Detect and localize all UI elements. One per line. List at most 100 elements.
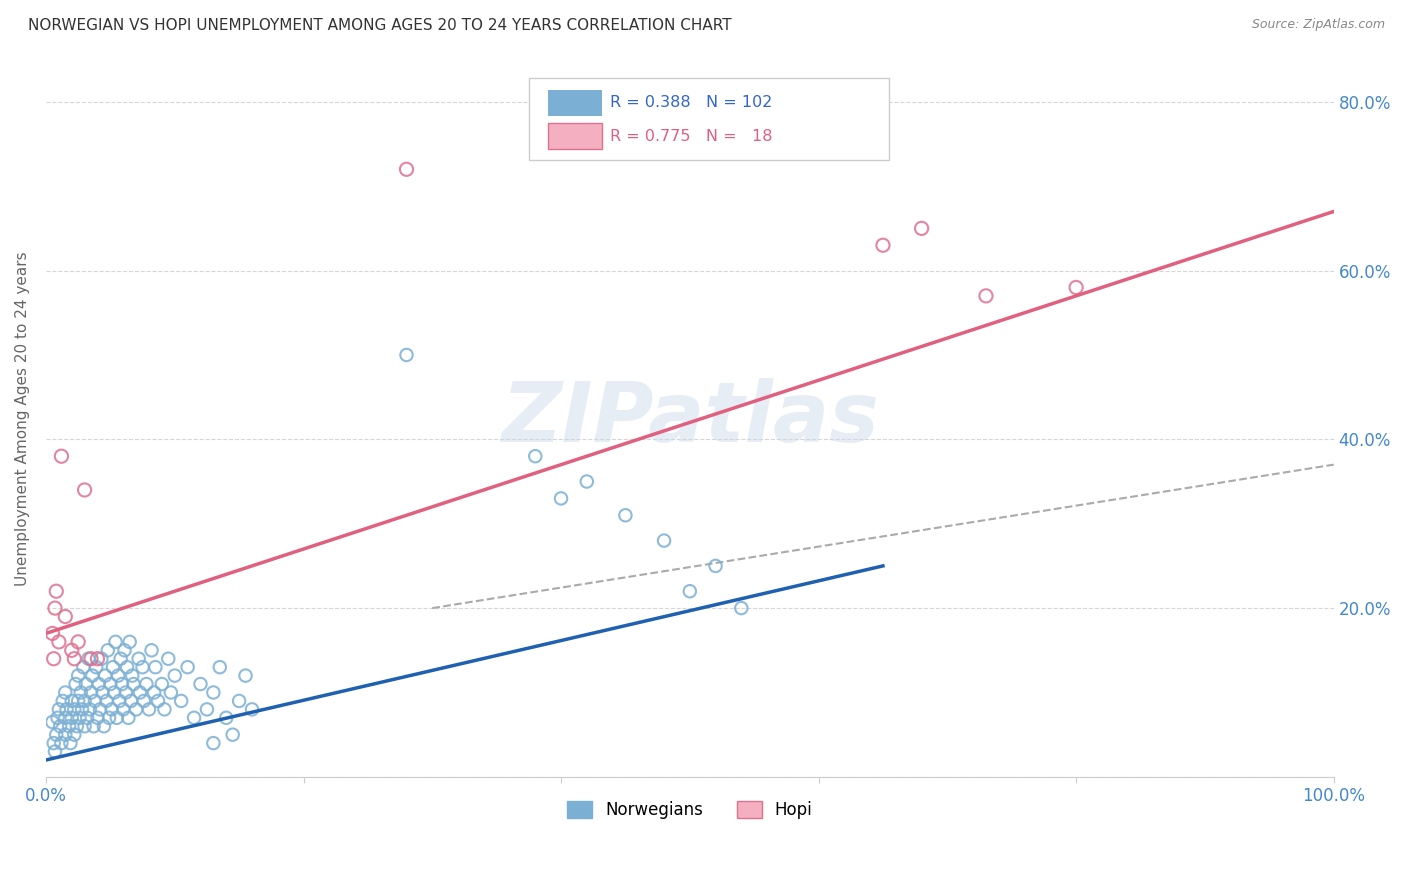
- Point: [83, 694, 105, 708]
- Point: [93, 719, 115, 733]
- Point: [679, 584, 702, 599]
- Point: [575, 475, 598, 489]
- Point: [51, 449, 73, 463]
- Point: [652, 533, 675, 548]
- Point: [82, 668, 104, 682]
- Point: [58, 719, 80, 733]
- Point: [114, 685, 136, 699]
- Point: [190, 677, 212, 691]
- Text: ZIPatlas: ZIPatlas: [501, 377, 879, 458]
- Text: R = 0.775   N =   18: R = 0.775 N = 18: [610, 128, 772, 144]
- Point: [73, 694, 96, 708]
- Point: [138, 702, 160, 716]
- Point: [163, 668, 186, 682]
- Point: [202, 736, 225, 750]
- Point: [59, 736, 82, 750]
- Point: [79, 702, 101, 716]
- Point: [974, 289, 997, 303]
- Point: [117, 711, 139, 725]
- Point: [41, 626, 63, 640]
- Point: [73, 719, 96, 733]
- Point: [872, 238, 894, 252]
- Point: [46, 711, 69, 725]
- FancyBboxPatch shape: [548, 123, 602, 149]
- Point: [70, 702, 93, 716]
- Point: [98, 711, 121, 725]
- Point: [614, 508, 637, 523]
- Point: [80, 685, 103, 699]
- Point: [80, 651, 103, 665]
- Point: [52, 694, 75, 708]
- Point: [53, 609, 76, 624]
- Point: [90, 651, 112, 665]
- Point: [60, 711, 83, 725]
- Point: [86, 651, 108, 665]
- Point: [129, 685, 152, 699]
- Point: [395, 348, 418, 362]
- Point: [208, 660, 231, 674]
- Point: [103, 685, 125, 699]
- Point: [53, 685, 76, 699]
- Point: [63, 651, 86, 665]
- Point: [94, 668, 117, 682]
- Point: [87, 677, 110, 691]
- Point: [228, 694, 250, 708]
- Text: R = 0.388   N = 102: R = 0.388 N = 102: [610, 95, 772, 110]
- Point: [76, 711, 98, 725]
- Point: [170, 694, 193, 708]
- Point: [48, 635, 70, 649]
- Point: [112, 702, 135, 716]
- Point: [51, 736, 73, 750]
- Point: [183, 711, 205, 725]
- Point: [44, 745, 66, 759]
- Point: [100, 702, 122, 716]
- Point: [143, 685, 166, 699]
- Point: [73, 483, 96, 497]
- Point: [176, 660, 198, 674]
- Point: [132, 694, 155, 708]
- Point: [65, 677, 87, 691]
- Point: [45, 728, 67, 742]
- Point: [63, 702, 86, 716]
- Point: [146, 694, 169, 708]
- Point: [49, 719, 72, 733]
- Point: [48, 702, 70, 716]
- Point: [98, 677, 121, 691]
- Point: [86, 711, 108, 725]
- Point: [67, 694, 90, 708]
- Point: [131, 660, 153, 674]
- Point: [97, 643, 120, 657]
- Point: [125, 702, 148, 716]
- Point: [69, 711, 91, 725]
- Point: [128, 651, 150, 665]
- Point: [157, 651, 180, 665]
- Point: [69, 685, 91, 699]
- Point: [67, 668, 90, 682]
- Point: [550, 491, 572, 506]
- Point: [145, 660, 167, 674]
- Point: [120, 694, 142, 708]
- Point: [910, 221, 932, 235]
- Point: [150, 677, 173, 691]
- Point: [135, 677, 157, 691]
- Point: [730, 601, 752, 615]
- Point: [153, 702, 176, 716]
- Point: [105, 711, 128, 725]
- Point: [108, 694, 131, 708]
- Point: [115, 660, 138, 674]
- Point: [221, 728, 243, 742]
- Point: [215, 711, 238, 725]
- Point: [235, 668, 257, 682]
- Point: [96, 694, 118, 708]
- Point: [195, 702, 218, 716]
- Point: [67, 635, 90, 649]
- Text: NORWEGIAN VS HOPI UNEMPLOYMENT AMONG AGES 20 TO 24 YEARS CORRELATION CHART: NORWEGIAN VS HOPI UNEMPLOYMENT AMONG AGE…: [28, 18, 731, 33]
- Point: [42, 736, 65, 750]
- Point: [55, 702, 77, 716]
- Point: [202, 685, 225, 699]
- Point: [91, 685, 114, 699]
- Point: [42, 651, 65, 665]
- Y-axis label: Unemployment Among Ages 20 to 24 years: Unemployment Among Ages 20 to 24 years: [15, 251, 30, 585]
- Point: [118, 635, 141, 649]
- Point: [107, 668, 129, 682]
